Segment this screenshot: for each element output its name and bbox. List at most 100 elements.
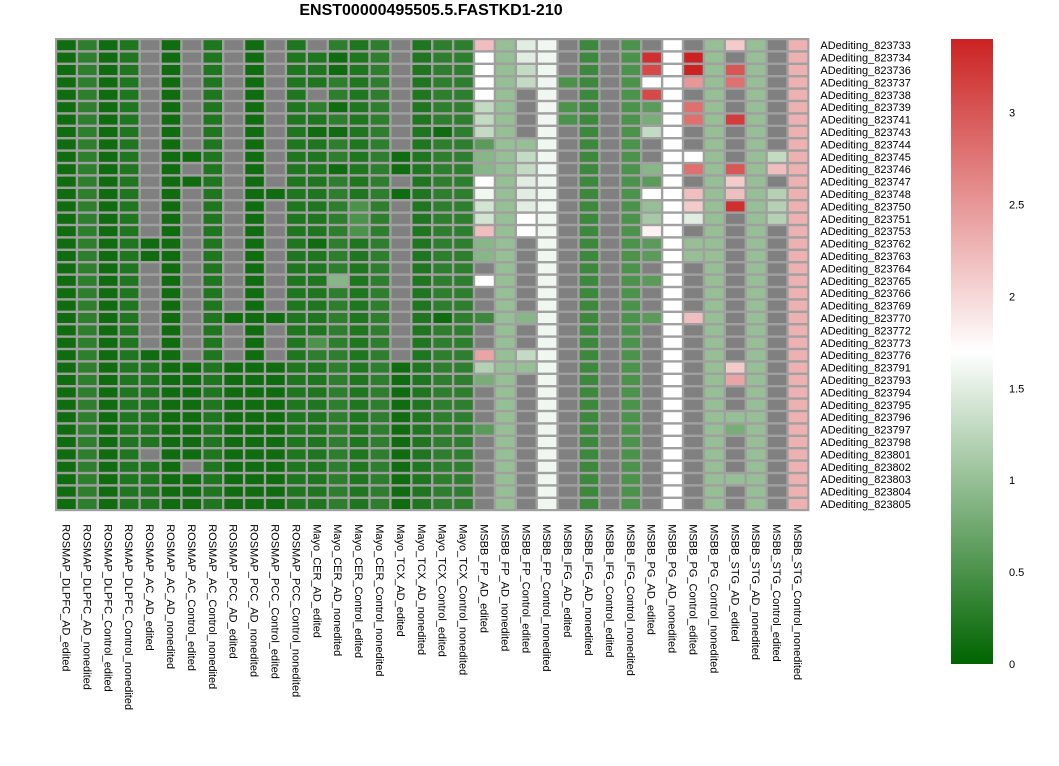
- heatmap-cell: [705, 437, 724, 447]
- heatmap-cell: [287, 139, 306, 150]
- heatmap-cell: [349, 300, 369, 311]
- heatmap-cell: [308, 213, 327, 224]
- heatmap-cell: [537, 176, 557, 187]
- heatmap-cell: [119, 424, 139, 435]
- heatmap-cell: [140, 127, 160, 137]
- heatmap-cell: [245, 52, 264, 63]
- heatmap-cell: [140, 461, 160, 472]
- heatmap-cell: [475, 288, 494, 299]
- row-label: ADediting_823798: [820, 437, 911, 449]
- heatmap-cell: [287, 424, 306, 435]
- heatmap-cell: [99, 325, 118, 336]
- heatmap-cell: [517, 437, 536, 447]
- heatmap-cell: [517, 424, 536, 435]
- heatmap-cell: [412, 424, 431, 435]
- heatmap-cell: [349, 474, 369, 485]
- column-label: ROSMAP_DLPFC_AD_edited: [59, 524, 71, 671]
- heatmap-cell: [328, 52, 348, 63]
- heatmap-cell: [621, 164, 640, 175]
- heatmap-cell: [746, 275, 766, 286]
- heatmap-cell: [161, 300, 181, 311]
- heatmap-cell: [328, 127, 348, 137]
- heatmap-cell: [475, 189, 494, 199]
- heatmap-cell: [517, 52, 536, 63]
- column-label: MSBB_STG_AD_nonedited: [749, 524, 761, 660]
- heatmap-cell: [558, 164, 578, 175]
- heatmap-cell: [119, 399, 139, 410]
- legend-ticks: 0 0.5 1 1.5 2 2.5 3: [1009, 108, 1024, 671]
- heatmap-cell: [224, 201, 243, 212]
- heatmap-cell: [433, 399, 452, 410]
- heatmap-cell: [579, 251, 599, 261]
- heatmap-cell: [475, 437, 494, 447]
- heatmap-cell: [558, 226, 578, 237]
- heatmap-cell: [621, 201, 640, 212]
- heatmap-cell: [600, 375, 620, 385]
- heatmap-cell: [412, 127, 431, 137]
- heatmap-cell: [370, 350, 390, 361]
- heatmap-cell: [475, 275, 494, 286]
- heatmap-cell: [454, 387, 473, 398]
- heatmap-cell: [287, 263, 306, 274]
- heatmap-cell: [475, 251, 494, 261]
- heatmap-cell: [663, 226, 682, 237]
- heatmap-cell: [266, 238, 285, 249]
- heatmap-cell: [266, 189, 285, 199]
- heatmap-cell: [349, 362, 369, 373]
- heatmap-cell: [78, 189, 97, 199]
- heatmap-cell: [475, 164, 494, 175]
- heatmap-cell: [349, 461, 369, 472]
- heatmap-cell: [182, 461, 202, 472]
- heatmap-cell: [161, 375, 181, 385]
- heatmap-cell: [642, 275, 661, 286]
- heatmap-cell: [600, 486, 620, 497]
- heatmap-cell: [496, 325, 515, 336]
- heatmap-cell: [726, 238, 745, 249]
- heatmap-cell: [726, 375, 745, 385]
- heatmap-cell: [705, 213, 724, 224]
- heatmap-cell: [57, 65, 76, 75]
- heatmap-cell: [266, 387, 285, 398]
- heatmap-cell: [663, 65, 682, 75]
- heatmap-cell: [746, 300, 766, 311]
- heatmap-cell: [140, 139, 160, 150]
- heatmap-cell: [433, 474, 452, 485]
- heatmap-cell: [684, 52, 703, 63]
- heatmap-cell: [621, 399, 640, 410]
- heatmap-cell: [391, 350, 411, 361]
- heatmap-cell: [517, 337, 536, 348]
- heatmap-cell: [140, 387, 160, 398]
- heatmap-cell: [161, 238, 181, 249]
- row-label: ADediting_823795: [820, 400, 911, 412]
- heatmap-cell: [328, 164, 348, 175]
- heatmap-cell: [99, 412, 118, 423]
- heatmap-cell: [391, 424, 411, 435]
- heatmap-cell: [328, 300, 348, 311]
- heatmap-cell: [726, 337, 745, 348]
- heatmap-cell: [684, 424, 703, 435]
- heatmap-cell: [99, 127, 118, 137]
- row-label: ADediting_823776: [820, 350, 911, 362]
- heatmap-cell: [412, 461, 431, 472]
- heatmap-cell: [496, 263, 515, 274]
- heatmap-cell: [621, 238, 640, 249]
- heatmap-cell: [746, 399, 766, 410]
- heatmap-cell: [266, 412, 285, 423]
- heatmap-cell: [663, 164, 682, 175]
- heatmap-cell: [412, 499, 431, 509]
- heatmap-cell: [558, 399, 578, 410]
- heatmap-cell: [245, 387, 264, 398]
- heatmap-cell: [370, 263, 390, 274]
- heatmap-cell: [684, 213, 703, 224]
- heatmap-background: [55, 38, 810, 512]
- heatmap-cell: [726, 263, 745, 274]
- row-label: ADediting_823753: [820, 226, 911, 238]
- heatmap-cell: [78, 139, 97, 150]
- heatmap-cell: [328, 313, 348, 323]
- heatmap-cell: [558, 362, 578, 373]
- heatmap-cell: [78, 288, 97, 299]
- heatmap-cell: [726, 474, 745, 485]
- heatmap-cell: [726, 52, 745, 63]
- heatmap-cell: [391, 412, 411, 423]
- heatmap-cell: [161, 350, 181, 361]
